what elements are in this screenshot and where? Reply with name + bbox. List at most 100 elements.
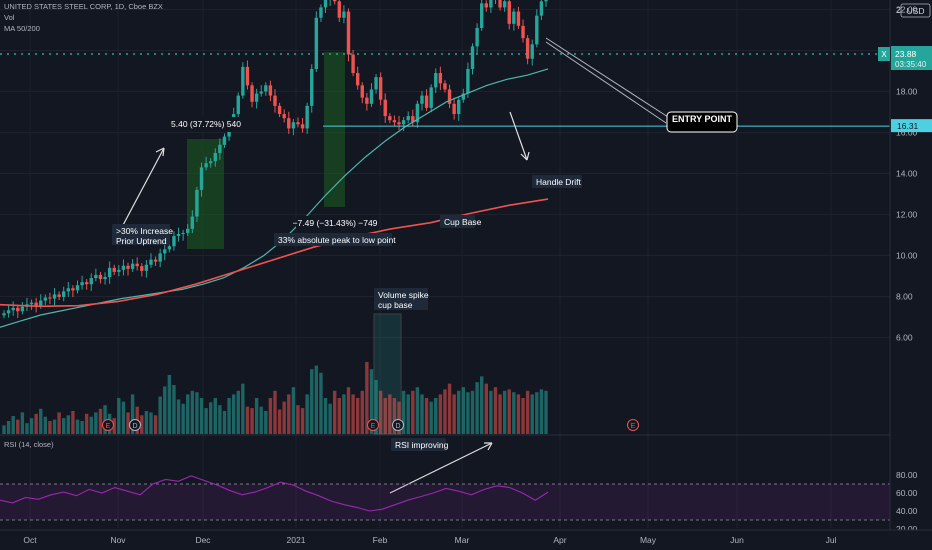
volume-bar-50	[231, 394, 236, 434]
price-tick-0: 22.00	[896, 5, 918, 15]
candle-body-96	[443, 83, 447, 90]
candle-body-99	[457, 99, 461, 115]
volume-bar-112	[516, 394, 521, 434]
time-tick-3: 2021	[287, 535, 306, 545]
prior-uptrend-note-box	[112, 224, 170, 245]
volume-bar-106	[489, 390, 493, 434]
volume-bar-39	[181, 403, 185, 434]
candle-body-90	[415, 103, 420, 123]
volume-bar-73	[337, 398, 342, 434]
candle-body-31	[144, 264, 149, 271]
volume-spike-note-text-1: cup base	[378, 300, 413, 310]
candle-body-28	[130, 263, 135, 269]
earnings-marker-2	[367, 419, 379, 431]
rsi-pane	[0, 475, 890, 521]
volume-bar-45	[208, 402, 213, 434]
volume-bar-38	[176, 399, 181, 434]
volume-bar-61	[282, 401, 286, 434]
price-tick-5: 10.00	[896, 251, 918, 261]
entry-point-note-box	[666, 111, 738, 133]
candle-body-7	[34, 302, 38, 306]
candle-body-8	[39, 300, 43, 306]
candle-body-88	[406, 116, 410, 121]
candle-body-33	[153, 259, 158, 262]
candle-body-113	[521, 25, 525, 39]
volume-bar-22	[103, 405, 107, 434]
volume-bar-102	[470, 390, 475, 434]
candle-body-17	[80, 282, 84, 286]
candle-body-1	[6, 310, 11, 314]
candle-body-45	[208, 161, 213, 164]
candle-body-63	[291, 122, 296, 129]
candle-body-15	[71, 288, 75, 291]
volume-bar-32	[149, 412, 153, 434]
volume-bar-44	[204, 408, 208, 434]
rsi-improving-note-box	[391, 438, 446, 451]
measure-up-label-text-0: 5.40 (37.72%) 540	[171, 119, 241, 129]
entry-point-note-text-0: ENTRY POINT	[672, 114, 733, 124]
candle-body-47	[218, 144, 222, 153]
volume-bar-52	[241, 383, 245, 434]
volume-bar-101	[466, 392, 470, 434]
volume-bar-19	[89, 416, 93, 434]
candle-body-69	[319, 7, 323, 18]
rsi-band-fill	[0, 484, 890, 520]
candle-body-27	[126, 265, 130, 269]
measure-down-label-text-0: −7.49 (−31.43%) −749	[293, 218, 378, 228]
volume-bar-64	[296, 405, 300, 434]
volume-bar-1	[6, 421, 11, 434]
volume-bar-98	[452, 394, 456, 434]
candle-body-11	[52, 294, 57, 299]
dividend-marker-2-label: D	[395, 423, 400, 430]
peak-to-low-note-box	[274, 233, 392, 246]
volume-bar-110	[507, 389, 511, 434]
earnings-marker-3	[627, 419, 639, 431]
candle-body-52	[241, 66, 245, 96]
candle-body-68	[314, 17, 319, 69]
cup-base-note-text-0: Cup Base	[444, 217, 482, 227]
volume-bar-74	[342, 394, 346, 434]
measure-up-label-box	[170, 117, 242, 132]
candle-body-97	[447, 89, 452, 104]
candle-body-108	[498, 0, 502, 8]
volume-bar-94	[434, 398, 438, 434]
candle-body-19	[89, 278, 93, 285]
volume-bar-46	[213, 398, 217, 434]
volume-bar-70	[323, 398, 328, 434]
time-tick-2: Dec	[195, 535, 211, 545]
volume-bar-8	[39, 408, 43, 434]
volume-bar-93	[429, 401, 433, 434]
volume-bar-27	[126, 412, 130, 434]
volume-bar-105	[484, 383, 488, 434]
entry-pointer-line-a	[545, 37, 669, 118]
candle-body-0	[2, 313, 6, 316]
volume-bar-40	[186, 394, 190, 434]
handle-arrow	[509, 111, 528, 161]
volume-bar-54	[250, 408, 254, 434]
time-tick-8: Jun	[730, 535, 744, 545]
volume-bar-13	[62, 418, 66, 434]
moving-average-label: MA 50/200	[4, 24, 40, 33]
time-tick-0: Oct	[23, 535, 37, 545]
candle-body-54	[250, 85, 254, 102]
volume-bar-104	[479, 376, 484, 434]
volume-bar-7	[34, 413, 38, 434]
candle-body-32	[149, 259, 153, 265]
volume-bar-71	[328, 403, 332, 434]
volume-bar-92	[424, 398, 429, 434]
volume-bar-83	[383, 398, 387, 434]
candle-body-44	[204, 163, 208, 168]
candle-body-81	[374, 77, 378, 90]
candle-body-20	[94, 274, 98, 279]
candle-body-30	[140, 266, 144, 271]
volume-bar-60	[277, 409, 282, 434]
volume-bar-53	[245, 406, 250, 434]
time-tick-5: Mar	[455, 535, 470, 545]
volume-bar-85	[392, 398, 397, 434]
candle-body-79	[365, 97, 369, 104]
volume-bar-67	[310, 369, 314, 434]
time-tick-6: Apr	[553, 535, 566, 545]
candle-body-22	[103, 277, 107, 280]
